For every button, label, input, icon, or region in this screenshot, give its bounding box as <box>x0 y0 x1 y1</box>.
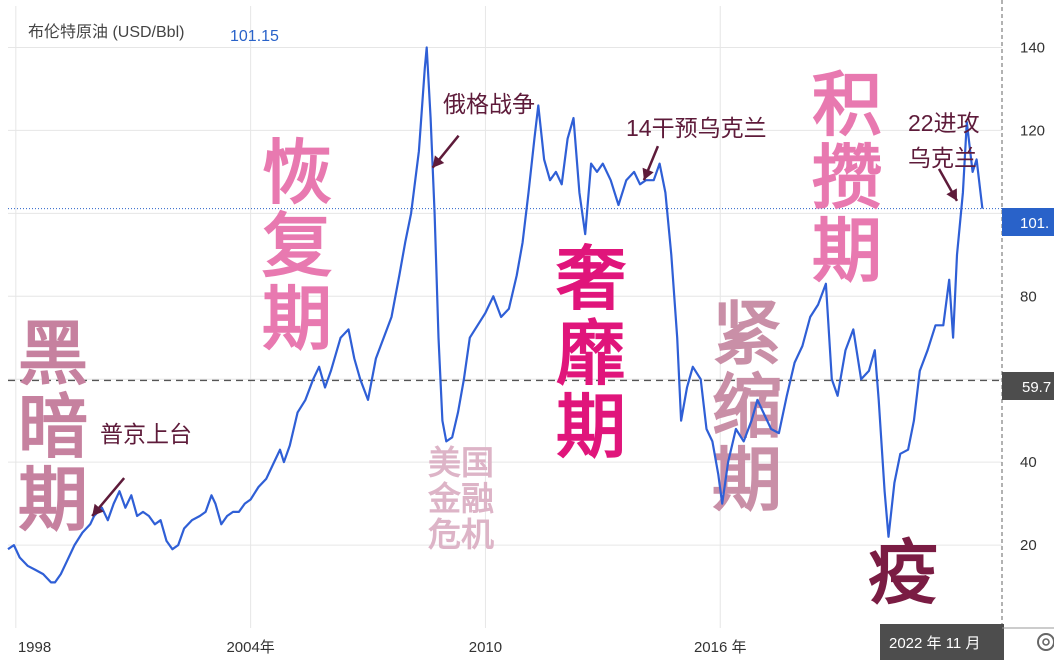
phase-pandemic-char: 疫 <box>868 534 938 612</box>
phase-dark: 黑 暗 期 <box>18 315 88 539</box>
last-value-tag-bg <box>1002 208 1054 236</box>
settings-gear-icon[interactable] <box>1037 633 1054 651</box>
annotation-2022-attack: 22进攻 <box>908 110 980 136</box>
phase-pandemic: 疫 <box>868 534 938 612</box>
chart-title: 布伦特原油 (USD/Bbl) <box>28 23 184 41</box>
x-tick-label: 2016 年 <box>694 639 747 656</box>
phase-recovery-char-1: 恢 <box>262 134 332 212</box>
annotation-arrow-head <box>92 503 104 517</box>
phase-luxury-char-3: 期 <box>556 388 626 466</box>
phase-tightening-char-3: 期 <box>712 441 782 519</box>
annotation-arrow-head <box>432 155 445 168</box>
phase-crisis-line-1: 美国 <box>428 444 494 481</box>
phase-crisis-line-3: 危机 <box>428 516 494 553</box>
annotation-2014-ukraine: 14干预乌克兰 <box>626 115 767 141</box>
x-tick-label: 2010 <box>469 639 502 656</box>
phase-accumulation: 积 攒 期 <box>812 66 882 290</box>
x-tick-label: 2004年 <box>226 639 274 656</box>
phase-luxury: 奢 靡 期 <box>556 240 627 466</box>
phase-crisis: 美国 金融 危机 <box>427 444 494 553</box>
y-tick-label: 120 <box>1020 122 1045 139</box>
y-tick-label: 40 <box>1020 454 1037 471</box>
y-tick-label: 20 <box>1020 537 1037 554</box>
cursor-date: 2022 年 11 月 <box>889 635 980 652</box>
annotation-2022-ukraine: 乌克兰 <box>908 145 977 171</box>
phase-tightening: 紧 缩 期 <box>712 295 782 519</box>
phase-accumulation-char-2: 攒 <box>812 139 882 217</box>
annotation-arrow-head <box>946 188 957 201</box>
annotation-arrow-head <box>642 167 654 181</box>
last-value-label: 101.15 <box>230 28 279 45</box>
y-tick-label: 140 <box>1020 39 1045 56</box>
annotation-putin: 普京上台 <box>100 421 192 447</box>
phase-recovery: 恢 复 期 <box>262 134 332 358</box>
y-axis: 20406080120140 <box>1020 39 1045 554</box>
reference-tag: 59.7 <box>1022 379 1051 396</box>
annotation-russo-georgian-war: 俄格战争 <box>443 91 535 117</box>
phase-recovery-char-2: 复 <box>262 207 332 285</box>
last-value-tag: 101. <box>1020 215 1049 232</box>
phase-accumulation-char-1: 积 <box>812 66 882 144</box>
brent-price-line <box>7 46 984 584</box>
x-tick-label: 1998 <box>18 639 51 656</box>
phase-dark-char-2: 暗 <box>18 388 88 466</box>
phase-crisis-line-2: 金融 <box>427 480 494 517</box>
grid-lines <box>8 6 1002 628</box>
phase-accumulation-char-3: 期 <box>812 212 882 290</box>
y-tick-label: 80 <box>1020 288 1037 305</box>
phase-dark-char-1: 黑 <box>18 315 88 393</box>
phase-tightening-char-1: 紧 <box>712 295 782 373</box>
annotation-arrows <box>91 134 959 517</box>
x-axis: 1998 2004年 2010 2016 年 <box>18 639 747 656</box>
phase-dark-char-3: 期 <box>18 461 88 539</box>
phase-luxury-char-1: 奢 <box>556 240 627 318</box>
phase-luxury-char-2: 靡 <box>556 315 626 393</box>
phase-recovery-char-3: 期 <box>262 280 332 358</box>
reference-tag-bg <box>1002 372 1054 400</box>
cursor-date-bg <box>880 624 1004 660</box>
